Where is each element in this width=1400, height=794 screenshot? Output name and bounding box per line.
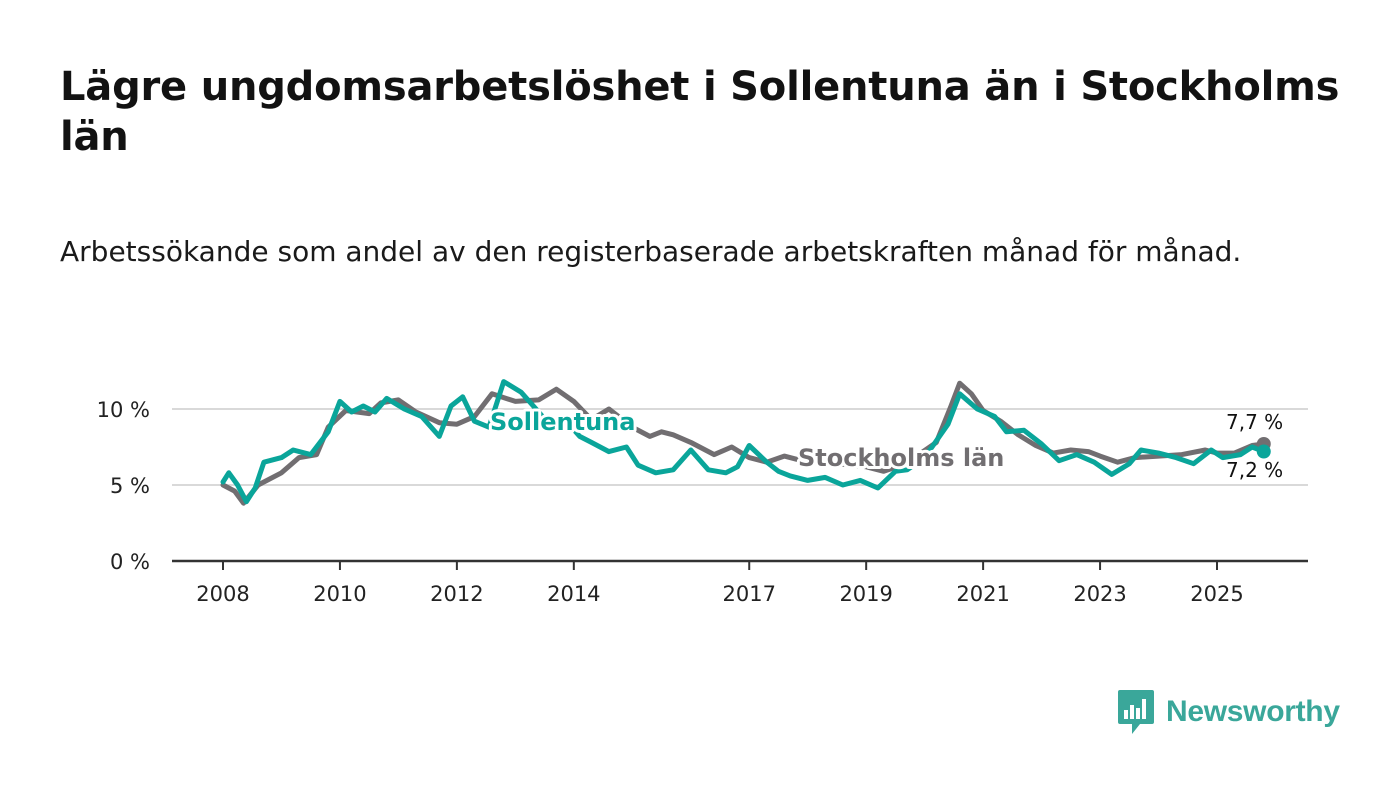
x-tick-label: 2008 — [196, 582, 249, 606]
newsworthy-logo: Newsworthy — [1118, 690, 1340, 734]
series-layer — [220, 379, 1271, 506]
x-tick-label: 2025 — [1190, 582, 1243, 606]
grid-layer — [172, 408, 1308, 486]
x-tick-label: 2021 — [956, 582, 1009, 606]
y-tick-label: 10 % — [97, 398, 150, 422]
newsworthy-logo-icon — [1118, 690, 1154, 734]
line-chart: 0 % 5 % 10 % 2008 2010 2012 2014 2017 2019 2021 20… — [97, 379, 1308, 606]
end-label-stockholms-lan: 7,7 % — [1226, 410, 1283, 434]
x-tick-label: 2012 — [430, 582, 483, 606]
series-end-marker-sollentuna — [1256, 444, 1271, 459]
x-tick-label: 2023 — [1073, 582, 1126, 606]
chart-subtitle: Arbetssökande som andel av den registerb… — [60, 235, 1242, 268]
newsworthy-brand-name: Newsworthy — [1166, 695, 1340, 728]
series-label-sollentuna: Sollentuna — [490, 408, 635, 436]
label-layer: Sollentuna Stockholms län 7,7 % 7,2 % — [487, 405, 1286, 485]
series-line-sollentuna — [220, 379, 1267, 505]
x-tick-label: 2017 — [723, 582, 776, 606]
series-label-stockholms-lan: Stockholms län — [798, 444, 1004, 472]
x-tick-label: 2014 — [547, 582, 600, 606]
chart-title: Lägre ungdomsarbetslöshet i Sollentuna ä… — [60, 64, 1340, 160]
y-tick-label: 0 % — [110, 550, 150, 574]
y-tick-label: 5 % — [110, 474, 150, 498]
axis-layer: 0 % 5 % 10 % 2008 2010 2012 2014 2017 2019 2021 20… — [97, 398, 1308, 606]
x-tick-label: 2019 — [839, 582, 892, 606]
x-tick-label: 2010 — [313, 582, 366, 606]
end-label-sollentuna: 7,2 % — [1226, 458, 1283, 482]
